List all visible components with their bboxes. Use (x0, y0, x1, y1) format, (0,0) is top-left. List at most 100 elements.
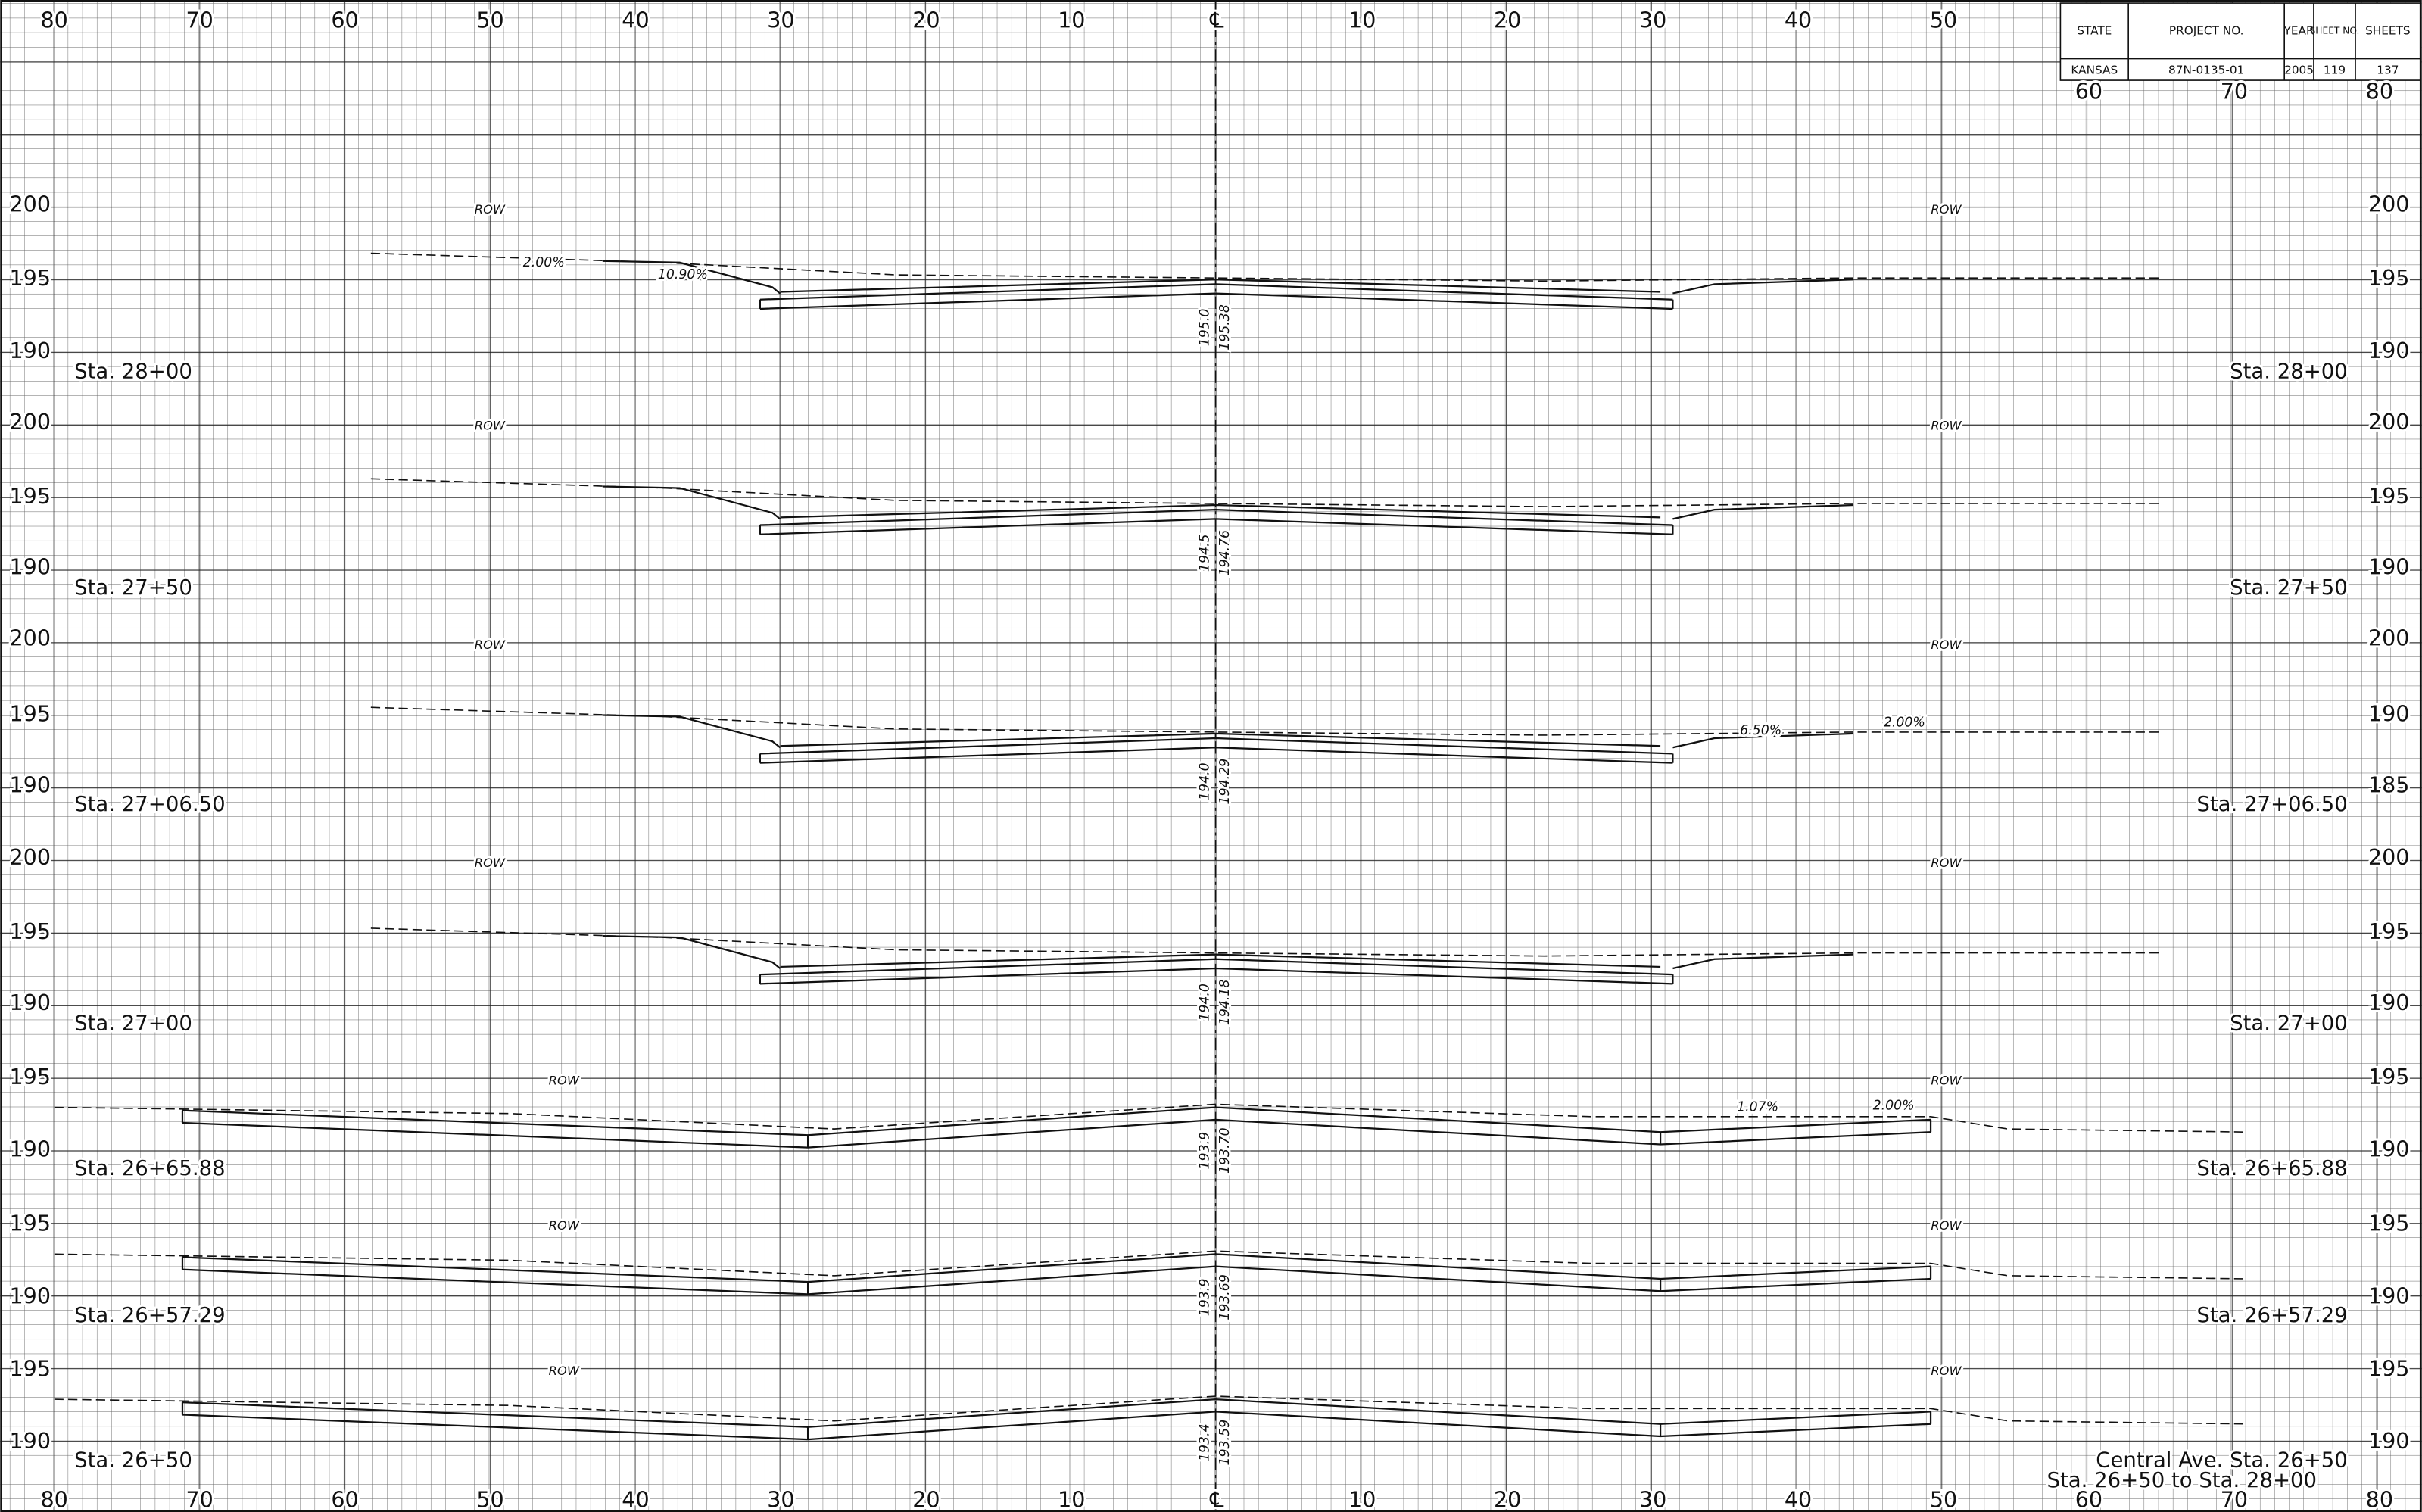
top-scale-label: 70 (185, 8, 213, 33)
station-label: Sta. 26+57.29 (2196, 1303, 2347, 1327)
top-scale-label: 30 (1639, 8, 1666, 33)
slope-label: 10.90% (658, 267, 708, 282)
ground-line (54, 1103, 2248, 1133)
slope-label: 2.00% (523, 255, 565, 270)
centerline-elevation: 193.69 (1217, 1274, 1233, 1320)
elevation-label-left: 195 (10, 265, 51, 291)
cross-section: 200 200 195 190 190 185 Sta. 27+06.50 Sta. 27+0… (7, 622, 2411, 818)
centerline-elevation: 194.5 (1197, 534, 1212, 572)
section-line (759, 958, 1673, 976)
bottom-scale-label: 10 (1348, 1487, 1376, 1512)
tb-value: 137 (2377, 63, 2399, 76)
ground-line (370, 927, 2163, 957)
elevation-label-left: 195 (10, 1355, 51, 1381)
top-scale-label: 50 (476, 8, 503, 33)
row-label: ROW (475, 202, 506, 217)
tb-header: YEAR (2283, 23, 2314, 37)
bottom-scale-label: 60 (331, 1487, 358, 1512)
slope-label: 2.00% (1884, 715, 1925, 731)
elevation-label-right: 195 (2368, 1355, 2409, 1381)
section-line (182, 1265, 1931, 1295)
station-label: Sta. 27+00 (2230, 1011, 2348, 1035)
ground-line (54, 1395, 2248, 1425)
title-block: STATE KANSAS PROJECT NO. 87N-0135-01 YEAR 200… (2059, 2, 2421, 81)
bottom-scale-label: 30 (1639, 1487, 1666, 1512)
centerline-elevation: 193.9 (1197, 1279, 1212, 1317)
elevation-label-right: 195 (2368, 1211, 2409, 1236)
top-scale-label: 60 (331, 8, 358, 33)
row-label: ROW (1931, 1073, 1962, 1087)
elevation-label-left: 200 (10, 844, 51, 870)
centerline-elevation: 194.0 (1197, 762, 1212, 800)
centerline-elevation: 194.76 (1217, 530, 1233, 576)
top-scale-label: 70 (2221, 78, 2248, 104)
elevation-label-left: 195 (10, 1064, 51, 1090)
row-label: ROW (1931, 638, 1962, 652)
bottom-scale-label: 10 (1058, 1487, 1085, 1512)
slope-label: 1.07% (1737, 1100, 1778, 1115)
elevation-label-right: 190 (2368, 990, 2409, 1015)
elevation-label-left: 200 (10, 191, 51, 217)
bottom-scale-label: 80 (40, 1487, 67, 1512)
centerline-elevation: 193.70 (1217, 1127, 1233, 1174)
row-label: ROW (549, 1073, 580, 1087)
bottom-scale-label: 20 (912, 1487, 940, 1512)
cross-section: 195 195 190 190 Sta. 26+65.88 Sta. 26+65.88 RO… (7, 1062, 2411, 1183)
bottom-scale-label: 50 (1930, 1487, 1957, 1512)
elevation-label-left: 195 (10, 700, 51, 726)
section-line (182, 1411, 1931, 1441)
tb-value: KANSAS (2071, 63, 2118, 76)
station-label: Sta. 26+50 (74, 1448, 192, 1473)
top-scale-label: 80 (40, 8, 67, 33)
station-label: Sta. 26+57.29 (74, 1303, 225, 1327)
station-label: Sta. 26+50 (2230, 1448, 2348, 1473)
section-line (182, 1106, 1931, 1136)
cross-section: 200 200 195 195 190 190 Sta. 28+00 Sta. 28+00 RO… (7, 189, 2411, 385)
elevation-label-right: 195 (2368, 918, 2409, 944)
tb-value: 87N-0135-01 (2168, 63, 2244, 76)
centerline-elevation: 195.0 (1197, 309, 1212, 347)
section-line (759, 747, 1673, 764)
elevation-label-right: 190 (2368, 1428, 2409, 1454)
row-label: ROW (1931, 856, 1962, 870)
cross-section: 195 195 190 190 Sta. 26+50 Sta. 26+50 ROW ROW 19… (7, 1353, 2411, 1474)
slope-label: 6.50% (1740, 723, 1781, 738)
station-label: Sta. 27+50 (74, 575, 192, 600)
bottom-scale-label: 40 (622, 1487, 649, 1512)
ground-line (370, 706, 2163, 736)
elevation-label-right: 200 (2368, 625, 2409, 650)
tb-header: STATE (2077, 23, 2112, 37)
elevation-label-left: 190 (10, 1283, 51, 1308)
elevation-label-left: 195 (10, 1211, 51, 1236)
footer-range: Sta. 26+50 to Sta. 28+00 (2047, 1468, 2318, 1492)
section-line (182, 1118, 1931, 1149)
section-line (759, 283, 1673, 301)
elevation-label-left: 190 (10, 990, 51, 1015)
tb-header: PROJECT NO. (2169, 23, 2244, 37)
top-scale-label: 30 (767, 8, 794, 33)
section-line (1672, 279, 1854, 295)
station-label: Sta. 28+00 (74, 360, 192, 384)
row-label: ROW (1931, 1218, 1962, 1233)
centerline-elevation: 194.18 (1217, 980, 1233, 1026)
cross-section: 200 200 195 195 190 190 Sta. 27+00 Sta. 27+00 RO… (7, 842, 2411, 1037)
section-line (759, 737, 1673, 755)
elevation-label-left: 195 (10, 918, 51, 944)
top-scale-label: 80 (2366, 78, 2393, 104)
elevation-label-right: 200 (2368, 409, 2409, 435)
top-scale-label: 10 (1058, 8, 1085, 33)
section-line (780, 279, 1661, 293)
slope-label: 2.00% (1873, 1099, 1915, 1114)
row-label: ROW (1931, 202, 1962, 217)
centerline-elevation: 193.9 (1197, 1132, 1212, 1170)
section-line (1672, 732, 1854, 749)
station-label: Sta. 26+65.88 (74, 1156, 225, 1180)
elevation-label-right: 200 (2368, 844, 2409, 870)
centerline-elevation: 193.4 (1197, 1423, 1212, 1461)
elevation-label-left: 190 (10, 338, 51, 363)
top-scale-label: 40 (622, 8, 649, 33)
row-label: ROW (475, 418, 506, 432)
section-line (759, 967, 1673, 985)
